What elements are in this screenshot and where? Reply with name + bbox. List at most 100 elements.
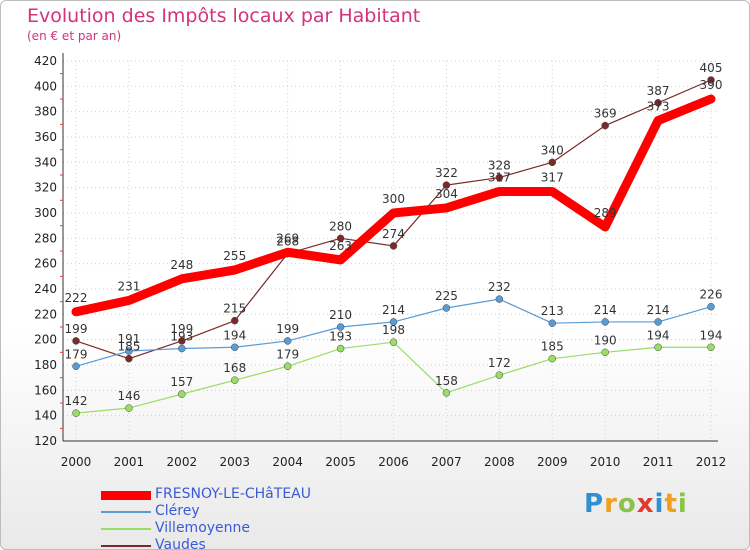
data-label-2: 190 [594,333,617,347]
data-point-0 [654,116,663,125]
data-label-0: 289 [594,206,617,220]
data-label-0: 248 [170,258,193,272]
data-label-0: 304 [435,187,458,201]
data-point-0 [124,296,133,305]
data-point-3 [654,99,662,107]
data-label-1: 199 [276,322,299,336]
y-tick-label: 140 [34,409,57,423]
x-tick-label: 2001 [114,455,145,469]
data-label-0: 255 [223,249,246,263]
logo-letter: i [654,489,665,519]
series-lines [71,76,716,417]
data-point-1 [707,302,715,311]
logo-letter: r [604,489,618,519]
data-point-0 [177,274,186,283]
data-label-2: 146 [117,389,140,403]
data-label-0: 300 [382,192,405,206]
data-point-1 [336,323,345,331]
y-tick-label: 240 [34,282,57,296]
data-label-3: 340 [541,143,564,157]
data-label-1: 214 [647,303,670,317]
data-label-0: 222 [65,291,88,305]
data-point-0 [72,307,80,316]
logo-letter: i [677,489,688,519]
chart-title: Evolution des Impôts locaux par Habitant [27,5,421,27]
data-point-1 [601,318,609,326]
data-label-3: 322 [435,166,458,180]
legend-label: Villemoyenne [155,520,251,536]
x-tick-label: 2011 [643,455,674,469]
data-point-2 [72,409,80,417]
gridlines [63,60,718,442]
data-point-2 [125,404,133,412]
data-point-3 [72,337,80,345]
legend-swatch [101,511,151,513]
y-tick-label: 420 [34,54,57,68]
y-tick-label: 260 [34,257,57,271]
data-point-2 [336,344,345,353]
data-label-2: 194 [700,328,723,342]
y-tick-label: 400 [34,79,57,93]
logo-letter: P [584,489,605,519]
data-label-2: 193 [329,330,352,344]
data-label-3: 387 [647,84,670,98]
data-point-3 [495,173,504,182]
data-point-0 [389,209,398,217]
data-point-0 [601,222,610,231]
data-label-1: 193 [170,330,193,344]
data-point-1 [72,362,80,371]
data-label-0: 373 [647,100,670,114]
data-label-1: 225 [435,289,458,303]
data-point-2 [707,343,715,352]
data-point-3 [442,181,451,189]
data-point-3 [548,158,556,167]
data-point-1 [548,319,556,327]
data-label-2: 158 [435,374,458,388]
data-label-3: 268 [276,235,299,249]
y-tick-label: 220 [34,307,57,321]
data-label-2: 172 [488,356,511,370]
data-point-1 [389,318,398,326]
data-label-0: 317 [488,170,511,184]
data-label-0: 269 [276,231,299,245]
data-point-0 [230,266,239,274]
data-point-1 [231,343,239,352]
data-point-2 [654,343,662,352]
y-tick-label: 200 [34,333,57,347]
data-point-3 [601,121,609,130]
data-point-3 [231,316,239,325]
data-point-0 [283,248,292,257]
x-tick-label: 2008 [484,455,515,469]
x-tick-label: 2006 [378,455,409,469]
data-point-2 [548,354,556,363]
chart-subtitle: (en € et par an) [27,29,122,43]
data-label-3: 280 [329,219,352,233]
data-label-2: 198 [382,323,405,337]
data-point-2 [178,390,186,398]
y-tick-label: 320 [34,181,57,195]
data-point-0 [707,95,715,103]
data-label-3: 185 [117,340,140,354]
y-tick-label: 380 [34,105,57,119]
x-tick-label: 2004 [272,455,303,469]
data-labels: 199 185 199 215 268 280 274 322 328 340 369 387 405 1… [65,61,723,408]
data-label-2: 179 [276,347,299,361]
legend-label: Vaudes [155,537,206,550]
data-label-3: 369 [594,107,617,121]
data-point-1 [283,337,292,345]
data-label-1: 226 [700,288,723,302]
x-tick-label: 2002 [167,455,198,469]
data-label-1: 232 [488,280,511,294]
data-point-3 [178,337,186,345]
data-label-0: 263 [329,239,352,253]
x-tick-label: 2005 [325,455,356,469]
data-point-0 [442,203,451,212]
data-point-1 [495,295,504,303]
data-label-3: 405 [700,61,723,75]
y-tick-label: 360 [34,130,57,144]
y-tick-label: 340 [34,155,57,169]
data-point-0 [336,255,345,264]
x-tick-label: 2010 [590,455,621,469]
y-tick-label: 160 [34,383,57,397]
data-label-1: 214 [382,303,405,317]
